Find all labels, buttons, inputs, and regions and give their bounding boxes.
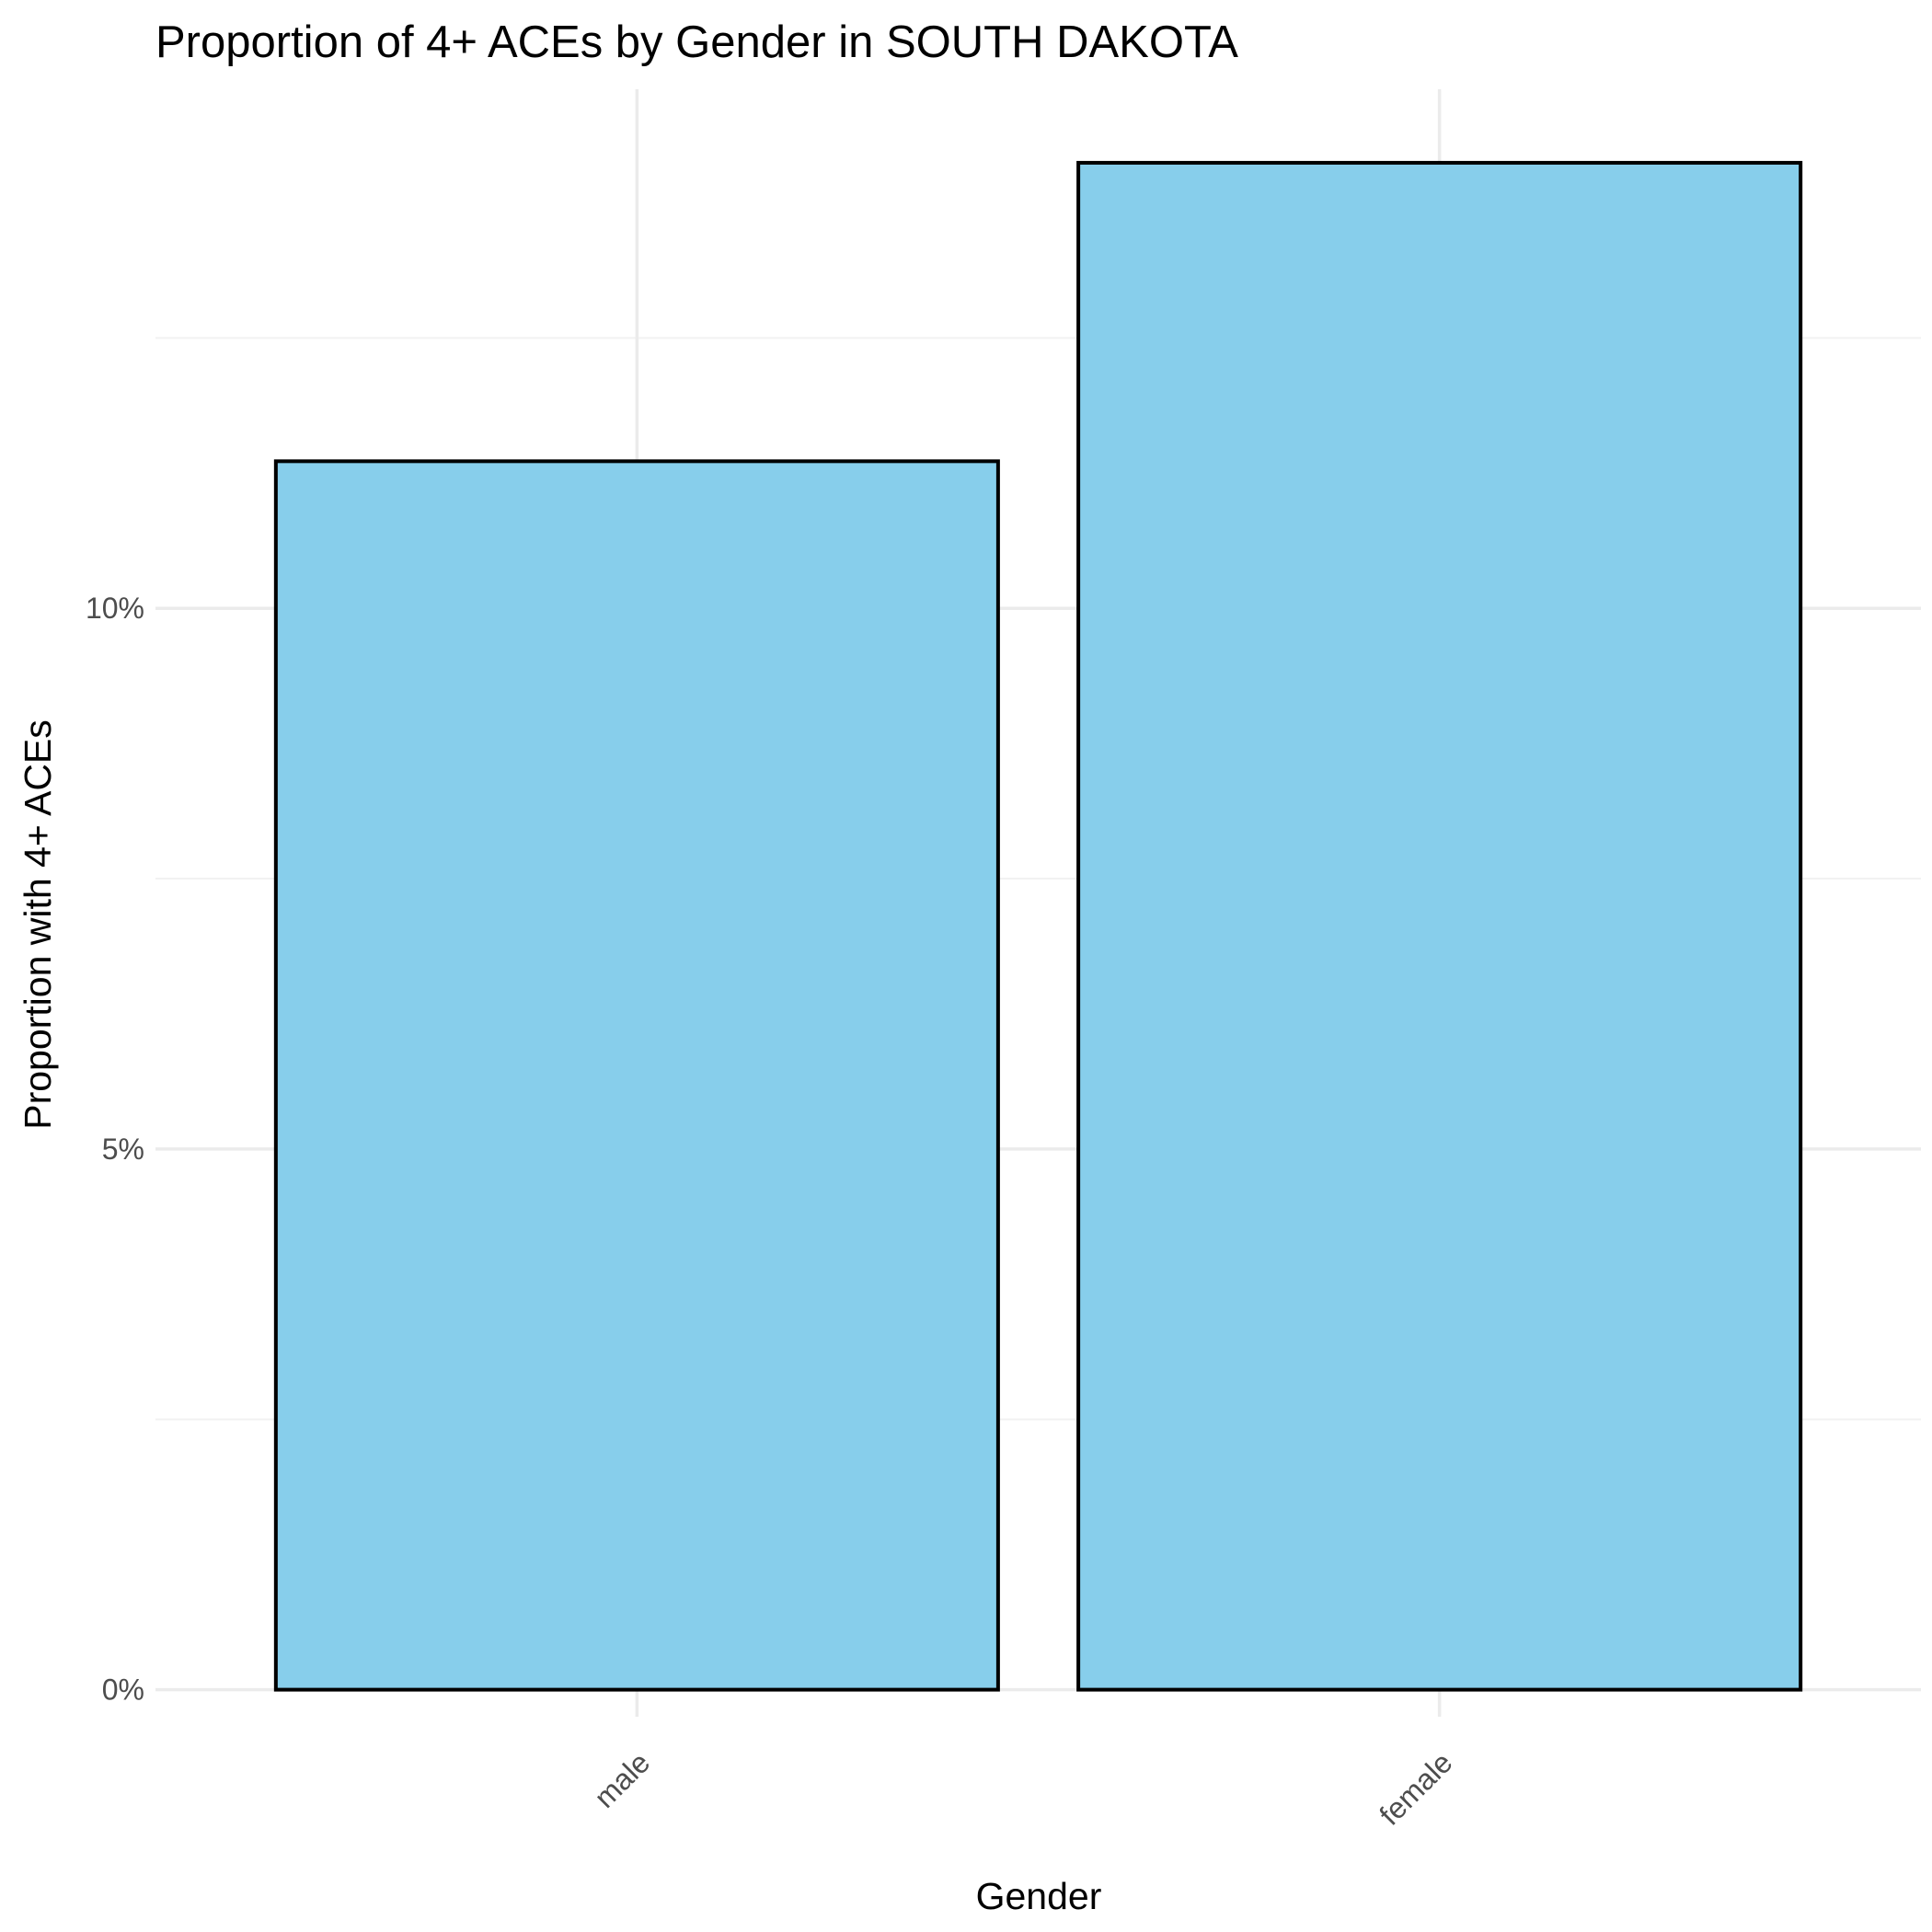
y-axis-title: Proportion with 4+ ACEs: [17, 719, 59, 1130]
x-tick-label: male: [588, 1745, 657, 1814]
chart-title: Proportion of 4+ ACEs by Gender in SOUTH…: [155, 17, 1238, 67]
bar-male: [273, 459, 1000, 1692]
y-tick-label: 5%: [102, 1133, 144, 1166]
bar-female: [1076, 160, 1803, 1692]
x-tick-label: female: [1373, 1745, 1458, 1831]
y-tick-label: 0%: [102, 1673, 144, 1707]
x-axis-title: Gender: [976, 1875, 1102, 1917]
y-tick-label: 10%: [86, 592, 144, 625]
bars: [273, 160, 1803, 1692]
